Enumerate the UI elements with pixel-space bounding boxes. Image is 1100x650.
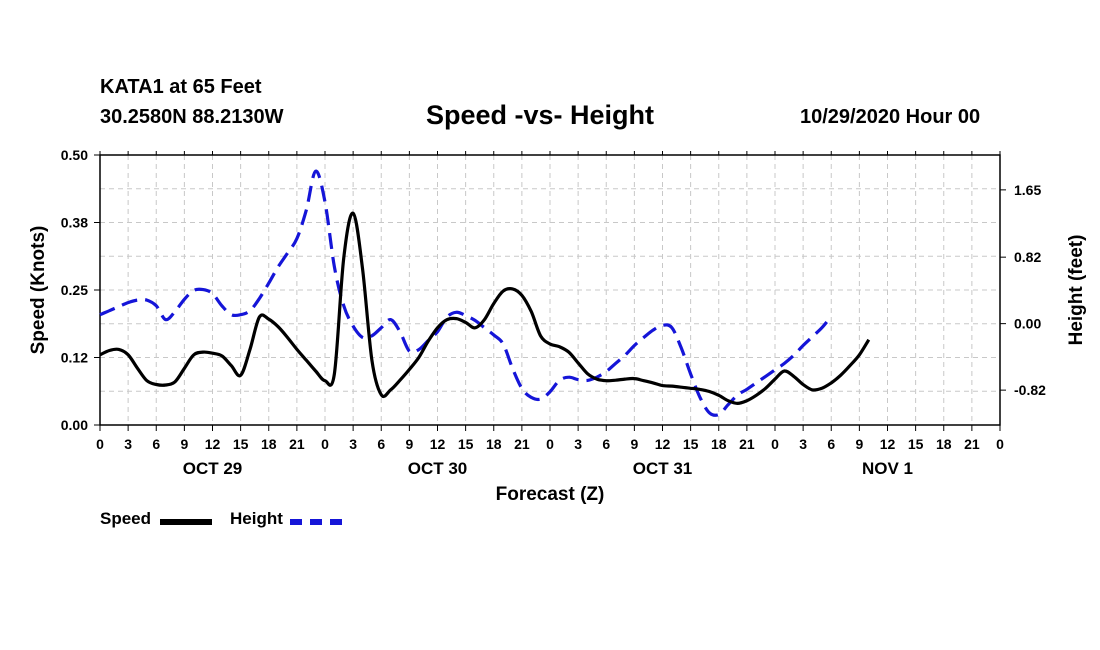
- x-tick-label: 15: [683, 436, 699, 452]
- forecast-timestamp: 10/29/2020 Hour 00: [800, 106, 981, 128]
- x-tick-label: 6: [827, 436, 835, 452]
- height-series-line: [99, 169, 833, 417]
- y-right-tick-label: 0.00: [1014, 316, 1041, 332]
- x-tick-label: 3: [799, 436, 807, 452]
- x-tick-label: 12: [430, 436, 446, 452]
- x-tick-label: 9: [405, 436, 413, 452]
- x-tick-label: 21: [289, 436, 305, 452]
- x-tick-label: 15: [233, 436, 249, 452]
- x-tick-label: 9: [180, 436, 188, 452]
- x-tick-label: 0: [996, 436, 1004, 452]
- x-tick-label: 6: [377, 436, 385, 452]
- x-tick-label: 18: [936, 436, 952, 452]
- x-tick-label: 9: [855, 436, 863, 452]
- x-tick-label: 21: [739, 436, 755, 452]
- y-left-axis-title: Speed (Knots): [28, 226, 49, 355]
- legend-height-label: Height: [230, 509, 283, 528]
- x-tick-label: 21: [514, 436, 530, 452]
- x-tick-label: 12: [880, 436, 896, 452]
- chart-title: Speed -vs- Height: [426, 100, 655, 130]
- y-right-axis-title: Height (feet): [1066, 235, 1087, 346]
- x-tick-label: 18: [261, 436, 277, 452]
- x-tick-label: 21: [964, 436, 980, 452]
- y-right-tick-label: 0.82: [1014, 249, 1041, 265]
- x-day-label: NOV 1: [862, 459, 913, 478]
- x-tick-label: 9: [630, 436, 638, 452]
- y-left-tick-label: 0.50: [61, 147, 88, 163]
- legend-speed-label: Speed: [100, 509, 152, 528]
- x-tick-label: 3: [124, 436, 132, 452]
- station-coordinates: 30.2580N 88.2130W: [100, 106, 284, 128]
- x-axis-title: Forecast (Z): [496, 484, 605, 505]
- x-tick-label: 12: [205, 436, 221, 452]
- x-tick-label: 6: [152, 436, 160, 452]
- x-tick-label: 18: [711, 436, 727, 452]
- y-right-tick-label: -0.82: [1014, 382, 1046, 398]
- x-tick-label: 0: [321, 436, 329, 452]
- y-left-tick-label: 0.00: [61, 417, 88, 433]
- x-tick-label: 15: [908, 436, 924, 452]
- legend-speed-swatch: [160, 519, 212, 525]
- x-tick-label: 15: [458, 436, 474, 452]
- x-day-label: OCT 29: [183, 459, 243, 478]
- x-tick-label: 3: [349, 436, 357, 452]
- x-tick-label: 0: [771, 436, 779, 452]
- x-tick-label: 3: [574, 436, 582, 452]
- speed-series-line: [99, 211, 871, 405]
- x-day-label: OCT 30: [408, 459, 468, 478]
- x-tick-label: 0: [96, 436, 104, 452]
- y-left-tick-label: 0.25: [61, 282, 88, 298]
- y-left-tick-label: 0.38: [61, 215, 88, 231]
- x-tick-label: 12: [655, 436, 671, 452]
- x-tick-label: 6: [602, 436, 610, 452]
- x-tick-label: 0: [546, 436, 554, 452]
- x-tick-label: 18: [486, 436, 502, 452]
- y-right-tick-label: 1.65: [1014, 182, 1041, 198]
- y-left-tick-label: 0.12: [61, 350, 88, 366]
- station-label: KATA1 at 65 Feet: [100, 76, 262, 98]
- legend-height-swatch: [290, 519, 342, 525]
- x-day-label: OCT 31: [633, 459, 693, 478]
